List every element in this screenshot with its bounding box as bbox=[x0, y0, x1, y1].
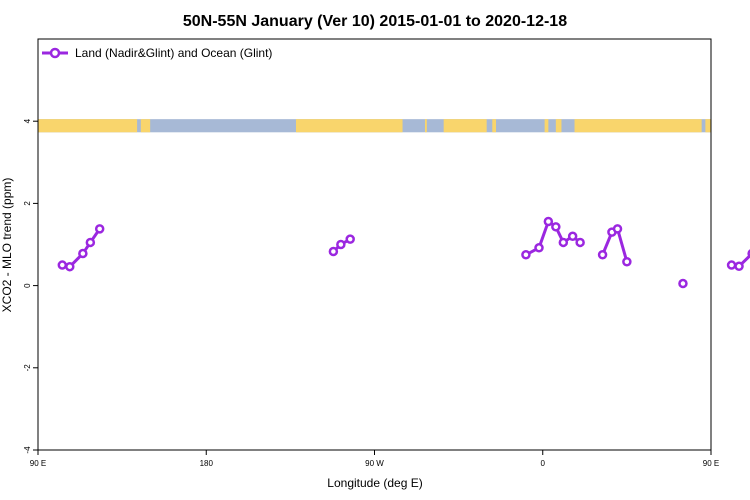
data-point bbox=[328, 246, 339, 257]
data-point bbox=[551, 222, 561, 232]
land-band bbox=[492, 119, 497, 133]
data-point bbox=[94, 224, 105, 234]
data-point bbox=[622, 257, 632, 267]
legend: Land (Nadir&Glint) and Ocean (Glint) bbox=[42, 46, 272, 60]
data-point bbox=[85, 237, 96, 248]
land-band bbox=[574, 119, 702, 133]
data-point bbox=[678, 278, 688, 289]
land-ocean-strip bbox=[38, 119, 711, 133]
x-tick-label: 90 W bbox=[365, 459, 384, 468]
y-axis-label: XCO2 - MLO trend (ppm) bbox=[0, 178, 14, 313]
data-point bbox=[734, 261, 744, 272]
data-point bbox=[567, 231, 578, 242]
y-tick-label: -4 bbox=[23, 446, 32, 454]
land-band bbox=[555, 119, 562, 133]
x-axis-label: Longitude (deg E) bbox=[327, 476, 422, 490]
legend-label: Land (Nadir&Glint) and Ocean (Glint) bbox=[75, 46, 272, 60]
chart-title: 50N-55N January (Ver 10) 2015-01-01 to 2… bbox=[183, 13, 567, 30]
y-axis: -4 -2 0 2 4 bbox=[23, 118, 38, 454]
data-point bbox=[521, 250, 531, 260]
x-tick-label: 90 E bbox=[30, 459, 46, 468]
x-tick-label: 90 E bbox=[703, 459, 719, 468]
y-tick-label: -2 bbox=[23, 364, 32, 372]
y-tick-label: 2 bbox=[23, 201, 32, 206]
x-axis: 90 E 180 90 W 0 90 E bbox=[30, 450, 719, 468]
land-band bbox=[443, 119, 487, 133]
data-point bbox=[65, 261, 75, 272]
y-tick-label: 0 bbox=[23, 283, 32, 288]
data-point bbox=[726, 260, 737, 270]
data-point bbox=[597, 250, 608, 260]
data-point bbox=[558, 237, 569, 248]
plot-frame bbox=[37, 38, 712, 451]
data-point bbox=[57, 260, 68, 270]
land-band bbox=[705, 119, 711, 133]
data-point bbox=[543, 216, 554, 227]
data-point bbox=[575, 237, 585, 248]
land-band bbox=[140, 119, 151, 133]
land-band bbox=[38, 119, 138, 133]
series-line bbox=[61, 228, 101, 269]
data-point bbox=[78, 248, 88, 259]
y-tick-label: 4 bbox=[23, 118, 32, 123]
series-lines bbox=[61, 219, 750, 269]
data-point bbox=[336, 239, 346, 250]
series-points bbox=[57, 216, 750, 289]
legend-marker-swatch bbox=[49, 47, 61, 59]
series-line bbox=[731, 253, 750, 268]
land-band bbox=[424, 119, 427, 133]
land-band bbox=[295, 119, 403, 133]
data-point bbox=[345, 234, 355, 244]
x-tick-label: 180 bbox=[200, 459, 214, 468]
data-point bbox=[612, 224, 623, 234]
land-band bbox=[544, 119, 549, 133]
data-point bbox=[534, 243, 544, 253]
x-tick-label: 0 bbox=[541, 459, 546, 468]
